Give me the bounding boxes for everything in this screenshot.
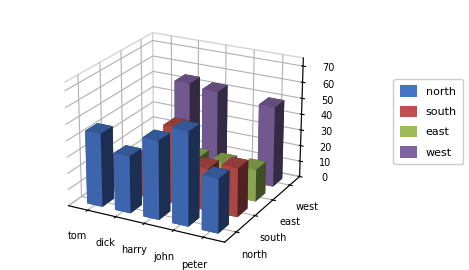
- Legend: north, south, east, west: north, south, east, west: [393, 79, 463, 164]
